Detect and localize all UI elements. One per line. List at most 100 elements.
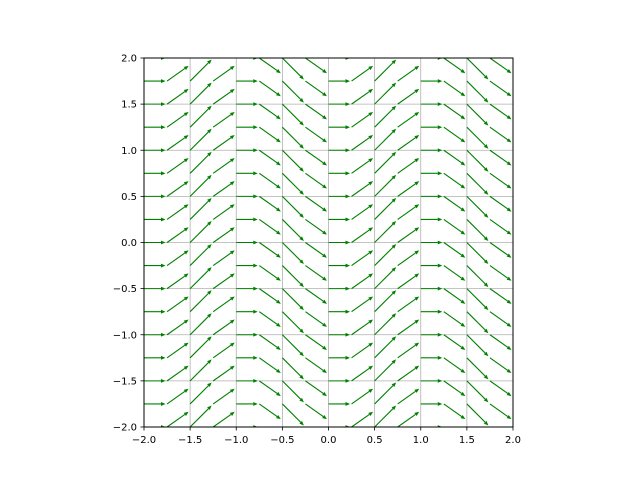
vector-arrow bbox=[397, 204, 420, 220]
vector-arrow bbox=[443, 334, 466, 350]
vector-arrow bbox=[374, 359, 397, 382]
x-tick-label: 0.5 bbox=[367, 435, 383, 446]
vector-arrow bbox=[189, 313, 212, 336]
vector-arrow bbox=[443, 195, 466, 212]
vector-arrow bbox=[466, 357, 489, 380]
vector-arrow bbox=[144, 309, 166, 314]
vector-arrow bbox=[397, 388, 420, 405]
vector-arrow bbox=[397, 342, 420, 359]
vector-arrow bbox=[328, 355, 350, 360]
vector-arrow bbox=[351, 227, 374, 243]
vector-arrow bbox=[351, 204, 374, 220]
vector-arrow bbox=[466, 126, 489, 149]
x-tick-label: 1.5 bbox=[459, 435, 475, 446]
vector-arrow bbox=[236, 402, 258, 406]
vector-arrow bbox=[328, 332, 350, 337]
vector-arrow bbox=[144, 378, 166, 383]
x-tick-label: −2.0 bbox=[132, 435, 156, 446]
vector-arrow bbox=[305, 265, 327, 281]
vector-arrow bbox=[236, 378, 258, 383]
vector-arrow bbox=[258, 334, 281, 350]
vector-arrow bbox=[144, 286, 166, 291]
vector-arrow bbox=[144, 402, 166, 406]
vector-arrow bbox=[144, 217, 166, 222]
vector-arrow bbox=[144, 171, 166, 176]
vector-arrow bbox=[258, 172, 281, 189]
vector-arrow bbox=[328, 309, 350, 314]
vector-arrow bbox=[489, 58, 512, 74]
vector-arrow bbox=[281, 288, 304, 311]
vector-arrow bbox=[328, 263, 350, 268]
vector-arrow bbox=[305, 242, 327, 258]
vector-arrow bbox=[374, 221, 397, 243]
vector-arrow bbox=[328, 102, 350, 107]
vector-arrow bbox=[212, 319, 235, 336]
vector-arrow bbox=[281, 172, 304, 195]
vector-arrow bbox=[281, 219, 304, 241]
vector-arrow bbox=[374, 151, 397, 174]
vector-arrow bbox=[144, 79, 166, 83]
x-tick-label: 2.0 bbox=[505, 435, 521, 446]
vector-arrow bbox=[258, 311, 281, 327]
vector-arrow bbox=[420, 194, 443, 199]
vector-arrow bbox=[443, 126, 466, 143]
vector-arrow bbox=[351, 411, 374, 427]
vector-arrow bbox=[212, 88, 235, 105]
vector-arrow bbox=[420, 309, 443, 314]
vector-arrow bbox=[258, 103, 281, 120]
vector-arrow bbox=[420, 148, 443, 153]
vector-arrow bbox=[420, 102, 443, 107]
vector-arrow bbox=[305, 58, 327, 74]
vector-arrow bbox=[466, 80, 489, 103]
vector-arrow bbox=[212, 111, 235, 128]
vector-arrow bbox=[189, 59, 212, 82]
vector-arrow bbox=[351, 319, 374, 336]
vector-arrow bbox=[212, 227, 235, 243]
vector-arrow bbox=[189, 105, 212, 128]
vector-arrow bbox=[374, 267, 397, 290]
vector-arrow bbox=[189, 359, 212, 382]
vector-arrow bbox=[489, 242, 512, 258]
vector-arrow bbox=[281, 357, 304, 380]
vector-arrow bbox=[144, 148, 166, 153]
vector-arrow bbox=[374, 59, 397, 82]
vector-arrow bbox=[166, 227, 189, 243]
vector-arrow bbox=[397, 319, 420, 336]
vector-arrow bbox=[351, 181, 374, 197]
vector-arrow bbox=[281, 403, 304, 426]
vector-arrow bbox=[258, 288, 281, 304]
vector-arrow bbox=[489, 172, 512, 189]
vector-arrow bbox=[328, 79, 350, 83]
vector-arrow bbox=[281, 380, 304, 403]
vector-arrow bbox=[212, 250, 235, 267]
vector-arrow bbox=[236, 148, 258, 153]
vector-arrow bbox=[328, 171, 350, 176]
vector-arrow bbox=[374, 313, 397, 336]
vector-arrow bbox=[144, 102, 166, 107]
vector-arrow bbox=[443, 149, 466, 166]
vector-arrow bbox=[258, 58, 281, 74]
vector-arrow bbox=[397, 88, 420, 105]
vector-arrow bbox=[144, 125, 166, 130]
vector-arrow bbox=[166, 111, 189, 128]
x-tick-label: −0.5 bbox=[270, 435, 294, 446]
vector-arrow bbox=[443, 58, 466, 74]
vector-arrow bbox=[281, 103, 304, 126]
vector-arrow bbox=[189, 151, 212, 174]
vector-arrow bbox=[466, 265, 489, 288]
vector-arrow bbox=[212, 181, 235, 197]
vector-arrow bbox=[328, 217, 350, 222]
vector-arrow bbox=[374, 197, 397, 220]
vector-arrow bbox=[166, 411, 189, 427]
vector-arrow bbox=[258, 242, 281, 258]
vector-arrow bbox=[489, 403, 512, 420]
vector-arrow bbox=[489, 195, 512, 212]
vector-arrow bbox=[189, 197, 212, 220]
vector-arrow bbox=[189, 244, 212, 266]
y-tick-label: 0.0 bbox=[121, 238, 137, 249]
vector-arrow bbox=[328, 286, 350, 291]
y-tick-label: 1.5 bbox=[121, 100, 137, 111]
vector-arrow bbox=[443, 265, 466, 281]
vector-arrow bbox=[258, 357, 281, 374]
